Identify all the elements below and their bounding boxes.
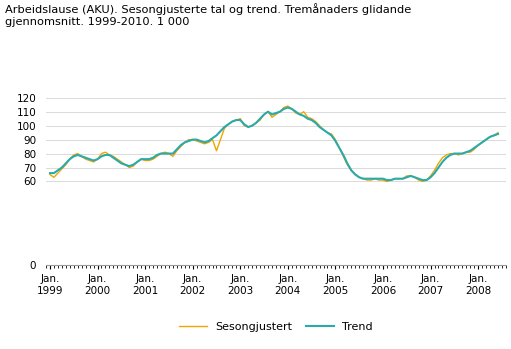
Trend	[340, 153, 346, 157]
Trend	[285, 105, 291, 110]
Line: Trend: Trend	[50, 107, 498, 180]
Sesongjustert	[384, 179, 390, 184]
Trend	[47, 171, 53, 175]
Line: Sesongjustert: Sesongjustert	[50, 106, 498, 181]
Trend	[396, 177, 402, 181]
Trend	[221, 125, 227, 129]
Legend: Sesongjustert, Trend: Sesongjustert, Trend	[174, 318, 378, 336]
Trend	[170, 151, 176, 156]
Trend	[384, 178, 390, 182]
Text: Arbeidslause (AKU). Sesongjusterte tal og trend. Tremånaders glidande
gjennomsni: Arbeidslause (AKU). Sesongjusterte tal o…	[5, 3, 411, 27]
Sesongjustert	[340, 154, 346, 158]
Sesongjustert	[170, 154, 176, 158]
Sesongjustert	[174, 149, 180, 153]
Trend	[174, 147, 180, 151]
Sesongjustert	[495, 131, 501, 135]
Sesongjustert	[285, 104, 291, 108]
Trend	[99, 154, 105, 158]
Sesongjustert	[396, 177, 402, 181]
Sesongjustert	[99, 151, 105, 156]
Sesongjustert	[47, 172, 53, 177]
Sesongjustert	[221, 126, 227, 131]
Trend	[495, 132, 501, 136]
